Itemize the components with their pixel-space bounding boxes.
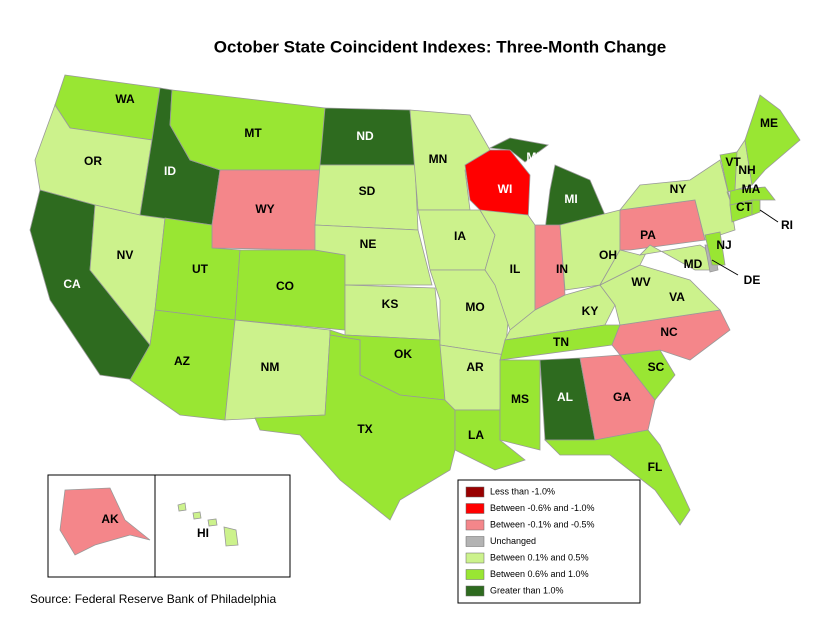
state-label: OR bbox=[84, 154, 102, 168]
state-label: WI bbox=[498, 182, 513, 196]
legend-label: Between -0.1% and -0.5% bbox=[490, 519, 595, 529]
state-label: UT bbox=[192, 262, 209, 276]
state bbox=[499, 359, 541, 451]
state-label: HI bbox=[197, 526, 209, 540]
legend-label: Between 0.1% and 0.5% bbox=[490, 552, 589, 562]
legend-label: Less than -1.0% bbox=[490, 486, 555, 496]
state-label: MI bbox=[526, 150, 539, 164]
legend-swatch bbox=[465, 519, 485, 531]
inset-frame bbox=[47, 474, 291, 578]
state bbox=[207, 518, 218, 527]
legend-swatch bbox=[465, 486, 485, 498]
state-label: VA bbox=[669, 290, 685, 304]
state bbox=[719, 151, 738, 201]
state-label: TX bbox=[357, 422, 372, 436]
state bbox=[488, 137, 549, 163]
state-label: WY bbox=[255, 202, 274, 216]
state bbox=[704, 231, 726, 266]
state-label: TN bbox=[553, 335, 569, 349]
state-label: MN bbox=[429, 152, 448, 166]
state bbox=[192, 511, 202, 520]
state-label: MD bbox=[684, 257, 703, 271]
map-title: October State Coincident Indexes: Three-… bbox=[214, 37, 666, 56]
state bbox=[59, 487, 151, 556]
legend-label: Between 0.6% and 1.0% bbox=[490, 569, 589, 579]
state-label: AK bbox=[101, 512, 119, 526]
state-label: ME bbox=[760, 116, 778, 130]
state bbox=[729, 186, 776, 206]
state-label: GA bbox=[613, 390, 631, 404]
state bbox=[439, 344, 506, 411]
state-label: MA bbox=[742, 182, 761, 196]
state-label: NE bbox=[360, 237, 377, 251]
state-label: CT bbox=[736, 200, 753, 214]
state bbox=[744, 94, 801, 186]
legend-swatch bbox=[465, 569, 485, 580]
state-label: NY bbox=[670, 182, 687, 196]
state-label: KS bbox=[382, 297, 399, 311]
state-label: SD bbox=[359, 184, 376, 198]
state-label: MT bbox=[244, 126, 262, 140]
state-label: LA bbox=[468, 428, 484, 442]
state-label: SC bbox=[648, 360, 665, 374]
state-label: WV bbox=[631, 275, 650, 289]
state-label: NJ bbox=[716, 238, 731, 252]
legend-swatch bbox=[465, 585, 485, 597]
legend-swatch bbox=[465, 536, 485, 547]
state bbox=[751, 199, 761, 216]
state-label: DE bbox=[744, 273, 761, 287]
legend-label: Between -0.6% and -1.0% bbox=[490, 503, 595, 513]
state-label: RI bbox=[781, 218, 793, 232]
legend-swatch bbox=[465, 503, 485, 514]
state bbox=[464, 149, 531, 223]
state-label: IA bbox=[454, 229, 466, 243]
state-label: ID bbox=[164, 164, 176, 178]
state-label: NM bbox=[261, 360, 280, 374]
state-label: MO bbox=[465, 300, 484, 314]
state-label: MS bbox=[511, 392, 529, 406]
state-label: VT bbox=[725, 155, 741, 169]
state bbox=[223, 526, 239, 547]
state-label: PA bbox=[640, 228, 656, 242]
state-label: OK bbox=[394, 347, 412, 361]
leader-line bbox=[711, 259, 739, 276]
state-label: FL bbox=[648, 460, 663, 474]
leader-line bbox=[759, 209, 779, 223]
state-label: AZ bbox=[174, 354, 190, 368]
state bbox=[211, 169, 321, 251]
legend-label: Unchanged bbox=[490, 536, 536, 546]
state-label: KY bbox=[582, 304, 599, 318]
state-label: WA bbox=[115, 92, 135, 106]
legend-label: Greater than 1.0% bbox=[490, 585, 564, 595]
state-label: IL bbox=[510, 262, 521, 276]
state-label: NH bbox=[738, 163, 755, 177]
legend-frame bbox=[457, 479, 641, 604]
state-label: NC bbox=[660, 325, 678, 339]
state-label: AL bbox=[557, 390, 573, 404]
state-label: OH bbox=[599, 248, 617, 262]
state bbox=[254, 334, 456, 521]
state bbox=[177, 502, 187, 512]
state-label: CO bbox=[276, 279, 294, 293]
source: Source: Federal Reserve Bank of Philadel… bbox=[30, 592, 276, 606]
state-label: ND bbox=[356, 129, 374, 143]
state-label: MI bbox=[564, 192, 577, 206]
state-label: NV bbox=[117, 248, 134, 262]
legend-swatch bbox=[465, 552, 485, 564]
state-label: IN bbox=[556, 262, 568, 276]
state-label: AR bbox=[466, 360, 484, 374]
state bbox=[544, 429, 691, 526]
state bbox=[344, 284, 441, 341]
state-label: CA bbox=[63, 277, 81, 291]
